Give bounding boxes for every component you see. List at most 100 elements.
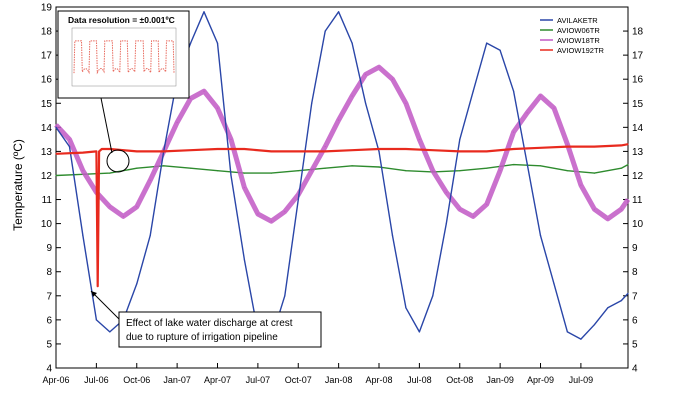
series-point-aviow192tr [216, 148, 219, 150]
series-point-avilaketr [620, 300, 622, 302]
y-tick-label-right: 6 [632, 315, 638, 326]
y-tick-label-left: 6 [46, 315, 52, 326]
series-point-aviow06tr [539, 165, 542, 167]
series-point-aviow18tr [365, 73, 367, 75]
series-point-aviow18tr [459, 208, 461, 210]
series-point-avilaketr [607, 307, 609, 309]
series-point-aviow192tr [539, 147, 542, 149]
annotation-text-line1: Effect of lake water discharge at crest [126, 318, 293, 329]
series-point-aviow192tr [97, 285, 99, 287]
series-point-avilaketr [486, 42, 488, 44]
y-tick-label-left: 19 [41, 3, 53, 14]
y-tick-label-left: 9 [46, 243, 52, 254]
x-tick-label: Jul-09 [569, 375, 594, 385]
series-point-aviow192tr [566, 146, 569, 148]
series-point-aviow06tr [627, 164, 629, 166]
series-point-aviow18tr [324, 146, 326, 148]
y-tick-label-left: 5 [46, 339, 52, 350]
series-point-aviow18tr [553, 107, 555, 109]
series-point-avilaketr [526, 162, 528, 164]
series-point-aviow06tr [297, 170, 299, 172]
series-point-aviow192tr [593, 146, 596, 148]
series-point-avilaketr [284, 295, 286, 297]
series-point-aviow06tr [459, 170, 461, 172]
series-point-aviow18tr [338, 119, 340, 121]
inset-frame [57, 10, 190, 99]
series-point-aviow18tr [284, 211, 286, 213]
series-point-aviow192tr [82, 152, 84, 154]
x-tick-label: Jul-06 [84, 375, 109, 385]
series-point-aviow18tr [513, 131, 515, 133]
series-point-avilaketr [459, 138, 461, 140]
series-point-aviow18tr [526, 112, 528, 114]
series-point-aviow18tr [378, 66, 380, 68]
annotation-text-line2: due to rupture of irrigation pipeline [126, 332, 278, 343]
series-point-aviow18tr [580, 184, 582, 186]
series-point-aviow192tr [405, 148, 407, 150]
y-tick-label-left: 11 [42, 195, 53, 206]
series-point-aviow06tr [55, 174, 57, 177]
y-tick-label-left: 7 [46, 291, 52, 302]
series-point-avilaketr [311, 102, 313, 104]
x-tick-label: Jul-08 [407, 375, 432, 385]
y-tick-label-left: 4 [46, 364, 52, 375]
x-axis: Apr-06 Jul-06 Oct-06 Jan-07 Apr-07 Jul-07 Oct-… [42, 363, 593, 385]
series-point-aviow18tr [149, 179, 151, 181]
series-point-aviow18tr [230, 138, 232, 140]
series-point-aviow192tr [163, 150, 165, 152]
series-line-aviow18tr [54, 64, 631, 224]
series-point-aviow18tr [311, 170, 313, 172]
series-point-aviow192tr [55, 153, 57, 155]
y-tick-label-right: 8 [632, 267, 638, 278]
series-point-aviow18tr [243, 186, 245, 189]
legend-label: AVILAKETR [557, 16, 598, 25]
series-point-aviow18tr [627, 198, 629, 201]
y-tick-label-right: 10 [632, 219, 644, 230]
series-point-avilaketr [513, 90, 515, 92]
series-point-avilaketr [68, 146, 71, 148]
series-point-aviow06tr [405, 170, 407, 172]
series-point-aviow06tr [486, 167, 488, 169]
series-point-aviow06tr [566, 170, 569, 172]
y-tick-label-left: 13 [41, 147, 53, 158]
y-tick-label-left: 17 [41, 51, 53, 62]
series-point-aviow192tr [432, 149, 434, 151]
y-tick-label-right: 18 [632, 27, 644, 38]
series-point-aviow18tr [593, 208, 596, 210]
y-tick-label-right: 16 [632, 75, 644, 86]
series-point-aviow06tr [163, 165, 165, 167]
series-point-aviow192tr [95, 150, 97, 152]
y-axis-label: Temperature (ºC) [11, 139, 25, 231]
series-point-avilaketr [405, 307, 407, 309]
series-point-aviow192tr [351, 149, 353, 151]
x-tick-label: Apr-06 [42, 375, 69, 385]
series-point-aviow18tr [405, 102, 407, 104]
series-point-aviow06tr [351, 165, 353, 167]
x-tick-label: Oct-06 [123, 375, 150, 385]
annotation-arrowhead [91, 291, 97, 297]
y-tick-label-right: 12 [632, 171, 644, 182]
series-point-aviow192tr [620, 144, 622, 146]
series-line-avilaketr [55, 11, 629, 340]
series-point-aviow18tr [176, 121, 178, 124]
series-point-aviow18tr [472, 215, 474, 217]
annotation-arrow [90, 290, 122, 322]
series-point-avilaketr [338, 11, 340, 13]
y-tick-label-right: 5 [632, 339, 638, 350]
series-point-avilaketr [216, 42, 219, 44]
series-point-avilaketr [136, 283, 138, 285]
x-tick-label: Apr-07 [204, 375, 231, 385]
series-point-aviow18tr [82, 170, 84, 172]
series-point-avilaketr [95, 319, 97, 321]
series-point-aviow18tr [486, 203, 488, 205]
series-point-aviow192tr [297, 150, 299, 152]
y-tick-label-left: 18 [41, 27, 53, 38]
series-point-aviow18tr [109, 206, 111, 208]
inset-panel: Data resolution = ±0.001ºC [57, 10, 190, 99]
series-point-aviow06tr [324, 167, 326, 169]
series-point-aviow18tr [351, 95, 353, 97]
series-point-aviow18tr [270, 220, 272, 222]
